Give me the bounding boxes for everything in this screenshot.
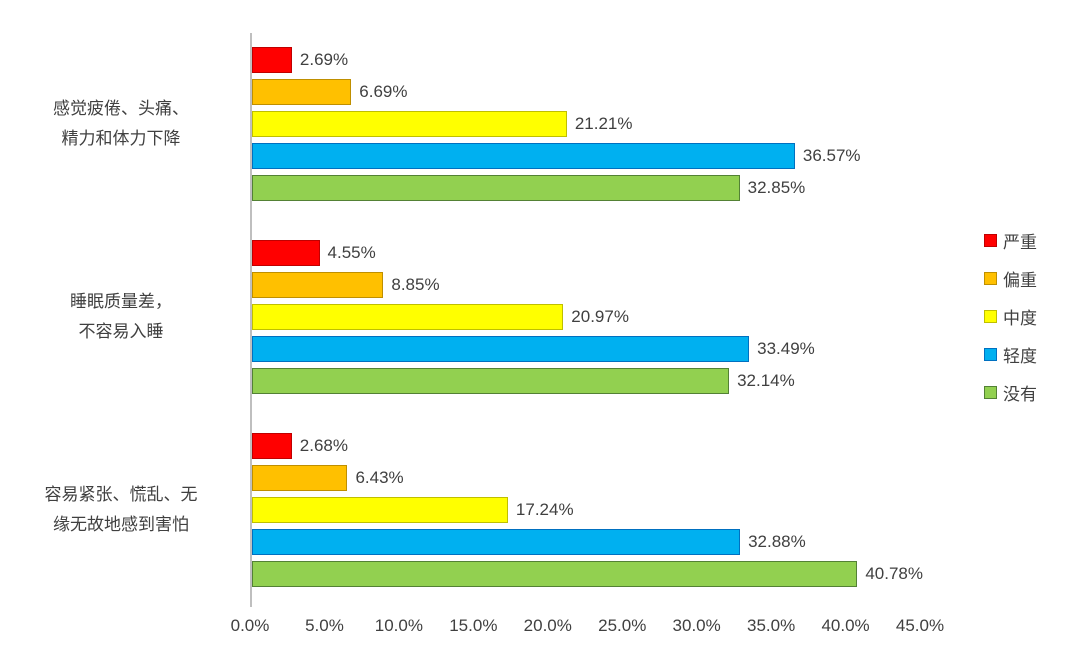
category-group: 感觉疲倦、头痛、 精力和体力下降 2.69% 6.69% 21.21% 36.57% 32.…	[53, 44, 920, 204]
bar-value-label: 8.85%	[391, 275, 440, 294]
bar-轻度	[252, 143, 795, 169]
legend-item: 严重	[984, 228, 1037, 252]
category-label: 容易紧张、慌乱、无 缘无故地感到害怕	[2, 480, 240, 540]
legend-label: 严重	[1003, 232, 1037, 252]
x-tick-label: 40.0%	[821, 616, 870, 635]
legend-item: 轻度	[984, 342, 1037, 366]
bar-row: 17.24%	[252, 494, 920, 526]
legend-label: 中度	[1003, 308, 1037, 328]
bar-row: 4.55%	[252, 237, 920, 269]
legend-swatch	[984, 309, 997, 323]
legend-item: 中度	[984, 304, 1037, 328]
plot-area: 感觉疲倦、头痛、 精力和体力下降 2.69% 6.69% 21.21% 36.57% 32.…	[45, 33, 924, 607]
bar-row: 40.78%	[252, 558, 924, 590]
legend-label: 轻度	[1003, 346, 1037, 366]
legend-label: 没有	[1003, 384, 1037, 404]
bar-value-label: 33.49%	[757, 339, 815, 358]
bar-row: 32.88%	[252, 526, 920, 558]
x-tick-label: 20.0%	[523, 616, 572, 635]
category-label-line: 感觉疲倦、头痛、	[53, 99, 189, 118]
legend-label: 偏重	[1003, 270, 1037, 290]
bar-row: 32.85%	[252, 172, 920, 204]
legend: 严重偏重中度轻度没有	[984, 228, 1037, 404]
bar-偏重	[252, 465, 348, 491]
bar-严重	[252, 433, 292, 459]
bar-value-label: 36.57%	[802, 146, 861, 165]
category-label-line: 容易紧张、慌乱、无	[44, 485, 198, 504]
bar-value-label: 6.43%	[355, 468, 404, 487]
bar-row: 8.85%	[252, 269, 920, 301]
bar-value-label: 17.24%	[515, 500, 574, 519]
bar-严重	[252, 240, 320, 266]
legend-item: 偏重	[984, 266, 1037, 290]
category-label-line: 缘无故地感到害怕	[53, 515, 189, 534]
bar-row: 33.49%	[252, 333, 920, 365]
legend-swatch	[984, 347, 997, 361]
bar-value-label: 2.68%	[299, 436, 348, 455]
legend-swatch	[984, 271, 997, 285]
bar-row: 2.69%	[252, 44, 920, 76]
bar-value-label: 2.69%	[299, 50, 349, 69]
bar-row: 2.68%	[252, 430, 920, 462]
legend-swatch	[984, 385, 997, 399]
bar-value-label: 21.21%	[574, 114, 633, 133]
bar-row: 6.43%	[252, 462, 920, 494]
bar-row: 36.57%	[252, 140, 920, 172]
bar-row: 20.97%	[252, 301, 920, 333]
category-label-line: 睡眠质量差，	[70, 292, 172, 311]
bar-没有	[252, 561, 858, 587]
bar-轻度	[252, 529, 741, 555]
bar-轻度	[252, 336, 750, 362]
bar-value-label: 20.97%	[571, 307, 629, 326]
x-tick-label: 0.0%	[230, 616, 270, 635]
category-label: 感觉疲倦、头痛、 精力和体力下降	[2, 94, 240, 154]
bar-value-label: 4.55%	[327, 243, 376, 262]
bar-严重	[252, 47, 292, 73]
x-axis: 0.0% 5.0% 10.0% 15.0% 20.0% 25.0% 30.0% 35.0% 40…	[231, 616, 944, 640]
x-tick-label: 30.0%	[672, 616, 721, 635]
category-label-line: 不容易入睡	[78, 322, 164, 341]
category-label-line: 精力和体力下降	[61, 129, 181, 148]
bar-value-label: 32.88%	[748, 532, 806, 551]
x-tick-label: 45.0%	[895, 616, 945, 635]
bar-value-label: 32.85%	[747, 178, 806, 197]
bar-中度	[252, 497, 508, 523]
legend-swatch	[984, 233, 997, 247]
bar-value-label: 6.69%	[359, 82, 408, 101]
bar-value-label: 32.14%	[737, 371, 795, 390]
legend-item: 没有	[984, 380, 1037, 404]
bar-中度	[252, 304, 564, 330]
x-tick-label: 35.0%	[747, 616, 796, 635]
category-label: 睡眠质量差， 不容易入睡	[2, 287, 240, 347]
category-group: 睡眠质量差， 不容易入睡 4.55% 8.85% 20.97% 33.49% 32.14%	[70, 237, 920, 397]
category-group: 容易紧张、慌乱、无 缘无故地感到害怕 2.68% 6.43% 17.24% 32.88% 4…	[45, 430, 924, 590]
bar-value-label: 40.78%	[865, 564, 924, 583]
x-tick-label: 15.0%	[449, 616, 498, 635]
x-tick-label: 25.0%	[598, 616, 647, 635]
bar-没有	[252, 368, 730, 394]
bar-没有	[252, 175, 740, 201]
bar-row: 6.69%	[252, 76, 920, 108]
bar-中度	[252, 111, 567, 137]
bar-偏重	[252, 79, 352, 105]
bar-偏重	[252, 272, 384, 298]
bar-row: 32.14%	[252, 365, 920, 397]
x-tick-label: 10.0%	[374, 616, 423, 635]
x-tick-label: 5.0%	[305, 616, 344, 635]
bar-row: 21.21%	[252, 108, 920, 140]
